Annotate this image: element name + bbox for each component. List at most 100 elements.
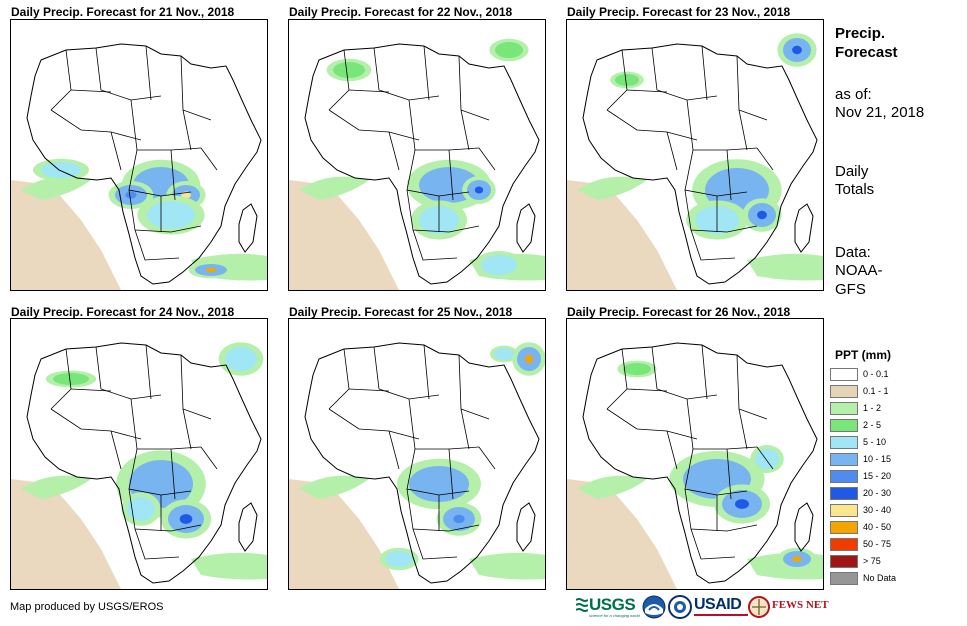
country-border <box>690 229 736 261</box>
country-border <box>110 131 122 171</box>
forecast-map[interactable] <box>566 19 824 291</box>
legend-label: 10 - 15 <box>863 454 892 464</box>
map-canvas <box>11 319 267 589</box>
rain-core <box>632 366 642 372</box>
country-border <box>145 45 152 101</box>
legend-swatch <box>830 470 858 483</box>
heading-line1: Precip. <box>835 25 886 42</box>
country-border <box>423 344 430 400</box>
madagascar-outline <box>238 203 258 253</box>
legend-swatch <box>830 385 858 398</box>
forecast-map[interactable] <box>10 19 268 291</box>
light-rain-area <box>577 176 823 281</box>
country-border <box>180 55 212 121</box>
country-border <box>328 408 420 440</box>
country-border <box>666 131 678 171</box>
rain-core <box>125 191 137 199</box>
country-border <box>684 189 758 233</box>
legend-item: No Data <box>830 572 930 588</box>
panel-title: Daily Precip. Forecast for 21 Nov., 2018 <box>11 5 235 19</box>
legend-label: 40 - 50 <box>863 522 892 532</box>
country-border <box>412 528 458 560</box>
rain-core <box>343 67 355 73</box>
light-rain-area <box>21 475 267 580</box>
legend-label: 1 - 2 <box>863 403 882 413</box>
legend-swatch <box>830 402 858 415</box>
forecast-map[interactable] <box>288 19 546 291</box>
country-border <box>726 448 732 500</box>
legend-swatch <box>830 521 858 534</box>
country-border <box>423 45 430 101</box>
country-border <box>460 408 470 450</box>
legend-swatch <box>830 436 858 449</box>
africa-outline <box>582 342 818 584</box>
country-border <box>756 446 774 470</box>
legend-swatch <box>830 555 858 568</box>
country-border <box>128 149 192 197</box>
panel-title: Daily Precip. Forecast for 23 Nov., 2018 <box>567 5 791 19</box>
country-border <box>130 99 202 151</box>
legend-item: 50 - 75 <box>830 538 930 554</box>
forecast-map[interactable] <box>566 318 824 590</box>
legend-label: > 75 <box>863 556 881 566</box>
country-border <box>726 149 732 201</box>
country-border <box>95 47 162 101</box>
country-border <box>50 49 72 111</box>
country-border <box>50 109 142 141</box>
country-border <box>128 488 202 532</box>
legend-label: 0.1 - 1 <box>863 386 889 396</box>
forecast-map[interactable] <box>288 318 546 590</box>
country-border <box>70 89 112 93</box>
madagascar-outline <box>794 502 814 552</box>
legend-label: 15 - 20 <box>863 471 892 481</box>
ocean-dry-area <box>11 180 121 290</box>
country-border <box>666 430 678 470</box>
country-border <box>170 448 176 500</box>
map-canvas <box>289 20 545 290</box>
usgs-wordmark: USGS <box>589 595 636 614</box>
legend-label: 50 - 75 <box>863 539 892 549</box>
country-border <box>328 109 420 141</box>
legend-swatch <box>830 538 858 551</box>
heading-line2: Forecast <box>835 44 898 61</box>
credit-text: Map produced by USGS/EROS <box>10 601 164 613</box>
dhs-logo[interactable] <box>668 595 692 624</box>
panel-title: Daily Precip. Forecast for 24 Nov., 2018 <box>11 305 235 319</box>
country-border <box>651 346 718 400</box>
country-border <box>134 229 180 261</box>
country-border <box>70 388 112 392</box>
legend-item: 15 - 20 <box>830 470 930 486</box>
country-border <box>373 346 440 400</box>
forecast-map[interactable] <box>10 318 268 590</box>
country-border <box>606 408 698 440</box>
legend-swatch <box>830 572 858 585</box>
country-border <box>736 55 768 121</box>
country-border <box>478 446 496 470</box>
rain-core <box>792 556 802 562</box>
country-border <box>408 99 480 151</box>
ocean-dry-area <box>289 479 399 589</box>
legend-item: 5 - 10 <box>830 436 930 452</box>
country-border <box>684 488 758 532</box>
legend-item: 2 - 5 <box>830 419 930 435</box>
country-border <box>701 344 708 400</box>
asof-label: as of: <box>835 86 872 103</box>
rain-core <box>205 267 217 273</box>
country-border <box>701 45 708 101</box>
legend-label: 0 - 0.1 <box>863 369 889 379</box>
country-border <box>373 47 440 101</box>
country-border <box>128 189 202 233</box>
country-border <box>50 408 142 440</box>
noaa-logo[interactable] <box>642 595 666 624</box>
ocean-dry-area <box>567 479 677 589</box>
country-border <box>606 109 698 141</box>
data-line1: Data: <box>835 244 871 261</box>
country-border <box>738 408 748 450</box>
ocean-dry-area <box>567 180 677 290</box>
rain-core <box>622 77 632 83</box>
country-border <box>145 344 152 400</box>
country-border <box>738 109 748 151</box>
map-canvas <box>567 20 823 290</box>
country-border <box>406 448 470 496</box>
legend-item: > 75 <box>830 555 930 571</box>
